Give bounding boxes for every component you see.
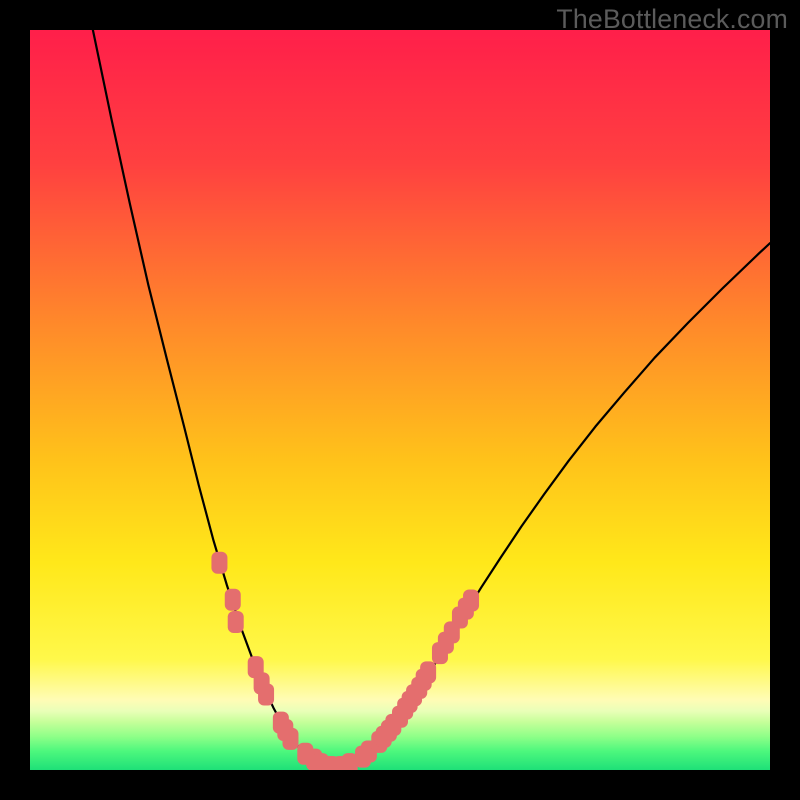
- curve-marker: [463, 590, 479, 612]
- curve-marker: [282, 728, 298, 750]
- curve-markers: [211, 552, 479, 770]
- curve-marker: [258, 684, 274, 706]
- curve-marker: [228, 611, 244, 633]
- bottleneck-curve: [93, 30, 770, 770]
- curve-marker: [211, 552, 227, 574]
- chart-frame: TheBottleneck.com: [0, 0, 800, 800]
- curve-layer: [30, 30, 770, 770]
- watermark-label: TheBottleneck.com: [556, 4, 788, 35]
- plot-area: [30, 30, 770, 770]
- curve-marker: [225, 589, 241, 611]
- curve-marker: [420, 661, 436, 683]
